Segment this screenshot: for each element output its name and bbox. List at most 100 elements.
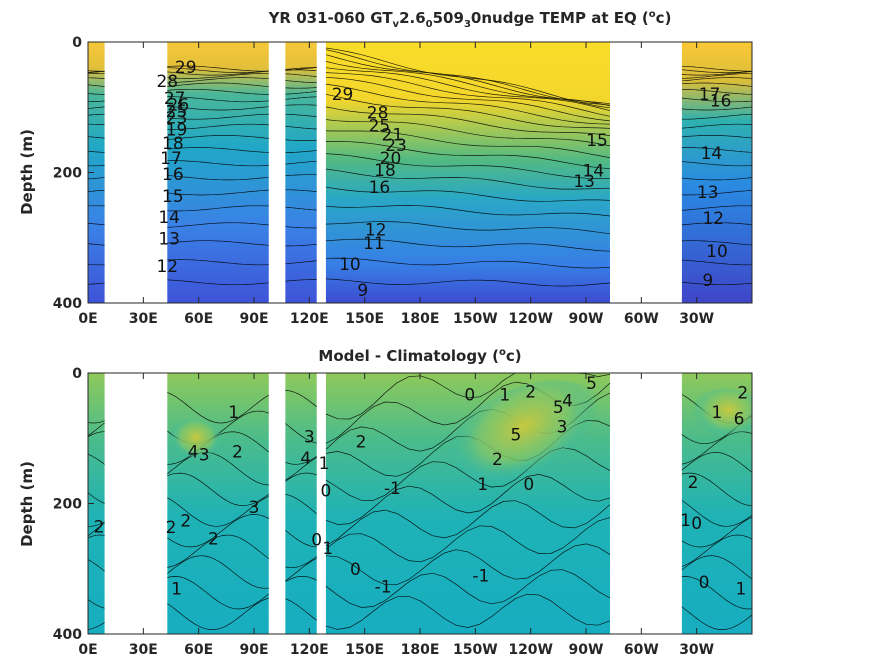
contour-label: -1: [472, 566, 489, 586]
contour-label: 1: [736, 579, 747, 599]
contour-label: 14: [583, 162, 605, 182]
y-tick-label: 0: [72, 366, 82, 382]
contour-label: 1: [712, 403, 723, 423]
contour-label: 4: [188, 442, 199, 462]
contour-label: 2: [166, 518, 177, 538]
x-tick-label: 60E: [184, 311, 213, 327]
x-tick-label: 120E: [290, 642, 329, 658]
contour-label: 1: [228, 403, 239, 423]
contour-label: 0: [311, 530, 322, 550]
contour-label: 3: [199, 446, 210, 466]
warm-anomaly-atlantic: [684, 388, 752, 449]
contour-label: 18: [162, 134, 184, 154]
contour-label: 19: [166, 120, 188, 140]
contour-label: 20: [380, 149, 402, 169]
contour-label: 2: [232, 442, 243, 462]
contour-label: 16: [162, 165, 184, 185]
contour-label: 2: [737, 384, 748, 404]
contour-label: 28: [367, 103, 389, 123]
contour-label: 13: [573, 172, 595, 192]
x-tick-label: 0E: [78, 642, 97, 658]
contour-label: 17: [160, 149, 182, 169]
x-tick-label: 60W: [624, 642, 659, 658]
basin-4: [681, 42, 752, 303]
contour-label: 4: [562, 391, 573, 411]
x-tick-label: 0E: [78, 311, 97, 327]
contour-label: -1: [384, 479, 401, 499]
contour-label: 0: [464, 386, 475, 406]
contour-label: 0: [350, 560, 361, 580]
contour-label: 25: [369, 117, 391, 137]
contour-label: 2: [180, 511, 191, 531]
basin-0: [88, 373, 105, 634]
contour-label: 1: [322, 539, 333, 559]
contour-label: 13: [697, 183, 719, 203]
contour-label: 0: [691, 514, 702, 534]
contour-label: 5: [586, 374, 597, 394]
x-tick-label: 90W: [569, 311, 604, 327]
contour-label: 14: [701, 144, 723, 164]
y-tick-label: 400: [53, 627, 82, 643]
y-tick-label: 0: [72, 35, 82, 51]
contour-label: 2: [688, 473, 699, 493]
contour-label: 3: [249, 498, 260, 518]
contour-label: 18: [374, 161, 396, 181]
x-tick-label: 120W: [508, 311, 553, 327]
contour-label: -1: [375, 577, 392, 597]
contour-label: 0: [699, 573, 710, 593]
contour-label: 26: [168, 96, 190, 116]
basin-3: [325, 42, 610, 303]
contour-label: 21: [382, 126, 404, 146]
contour-label: 23: [166, 109, 188, 129]
contour-label: 12: [365, 220, 387, 240]
contour-lines: [88, 47, 752, 287]
contour-label: 13: [158, 229, 180, 249]
warm-anomaly-indian: [163, 419, 224, 470]
contour-label: 2: [94, 517, 105, 537]
top-y-axis-label: Depth (m): [18, 129, 36, 215]
contour-label: 2: [525, 382, 536, 402]
x-tick-label: 180E: [401, 642, 440, 658]
contour-label: 15: [162, 187, 184, 207]
y-tick-label: 200: [53, 166, 82, 182]
contour-label: 0: [321, 481, 332, 501]
contour-label: 9: [357, 281, 368, 301]
warm-anomaly-pacific: [439, 380, 607, 510]
contour-label: 1: [477, 475, 488, 495]
contour-label: 0: [523, 475, 534, 495]
contour-label: 16: [710, 92, 732, 112]
contour-label: 12: [702, 209, 724, 229]
x-tick-label: 30W: [679, 642, 714, 658]
top-chart-title: YR 031-060 GTv2.6050930nudge TEMP at EQ …: [268, 9, 672, 30]
x-tick-label: 30W: [679, 311, 714, 327]
contour-label: 16: [369, 178, 391, 198]
contour-label: 12: [156, 257, 178, 277]
contour-label: 29: [332, 85, 354, 105]
x-tick-label: 150E: [345, 311, 384, 327]
contour-label: 29: [175, 58, 197, 78]
contour-label: 2: [356, 433, 367, 453]
y-tick-label: 400: [53, 296, 82, 312]
contour-label: 27: [164, 89, 186, 109]
contour-label: 15: [586, 131, 608, 151]
contour-label: 2: [208, 530, 219, 550]
contour-label: 25: [166, 102, 188, 122]
x-tick-label: 150W: [453, 311, 498, 327]
contour-label: 1: [499, 386, 510, 406]
x-tick-label: 150E: [345, 642, 384, 658]
contour-label: 1: [319, 454, 330, 474]
contour-label: 23: [385, 136, 407, 156]
contour-label: 14: [158, 208, 180, 228]
ocean-field: 2928272625231918171615141312292825212320…: [88, 42, 752, 303]
x-tick-label: 120W: [508, 642, 553, 658]
x-tick-label: 60W: [624, 311, 659, 327]
x-tick-label: 90W: [569, 642, 604, 658]
basin-2: [285, 42, 317, 303]
contour-label: 10: [339, 255, 361, 275]
x-tick-label: 60E: [184, 642, 213, 658]
contour-label: 11: [363, 234, 385, 254]
contour-label: 5: [553, 398, 564, 418]
